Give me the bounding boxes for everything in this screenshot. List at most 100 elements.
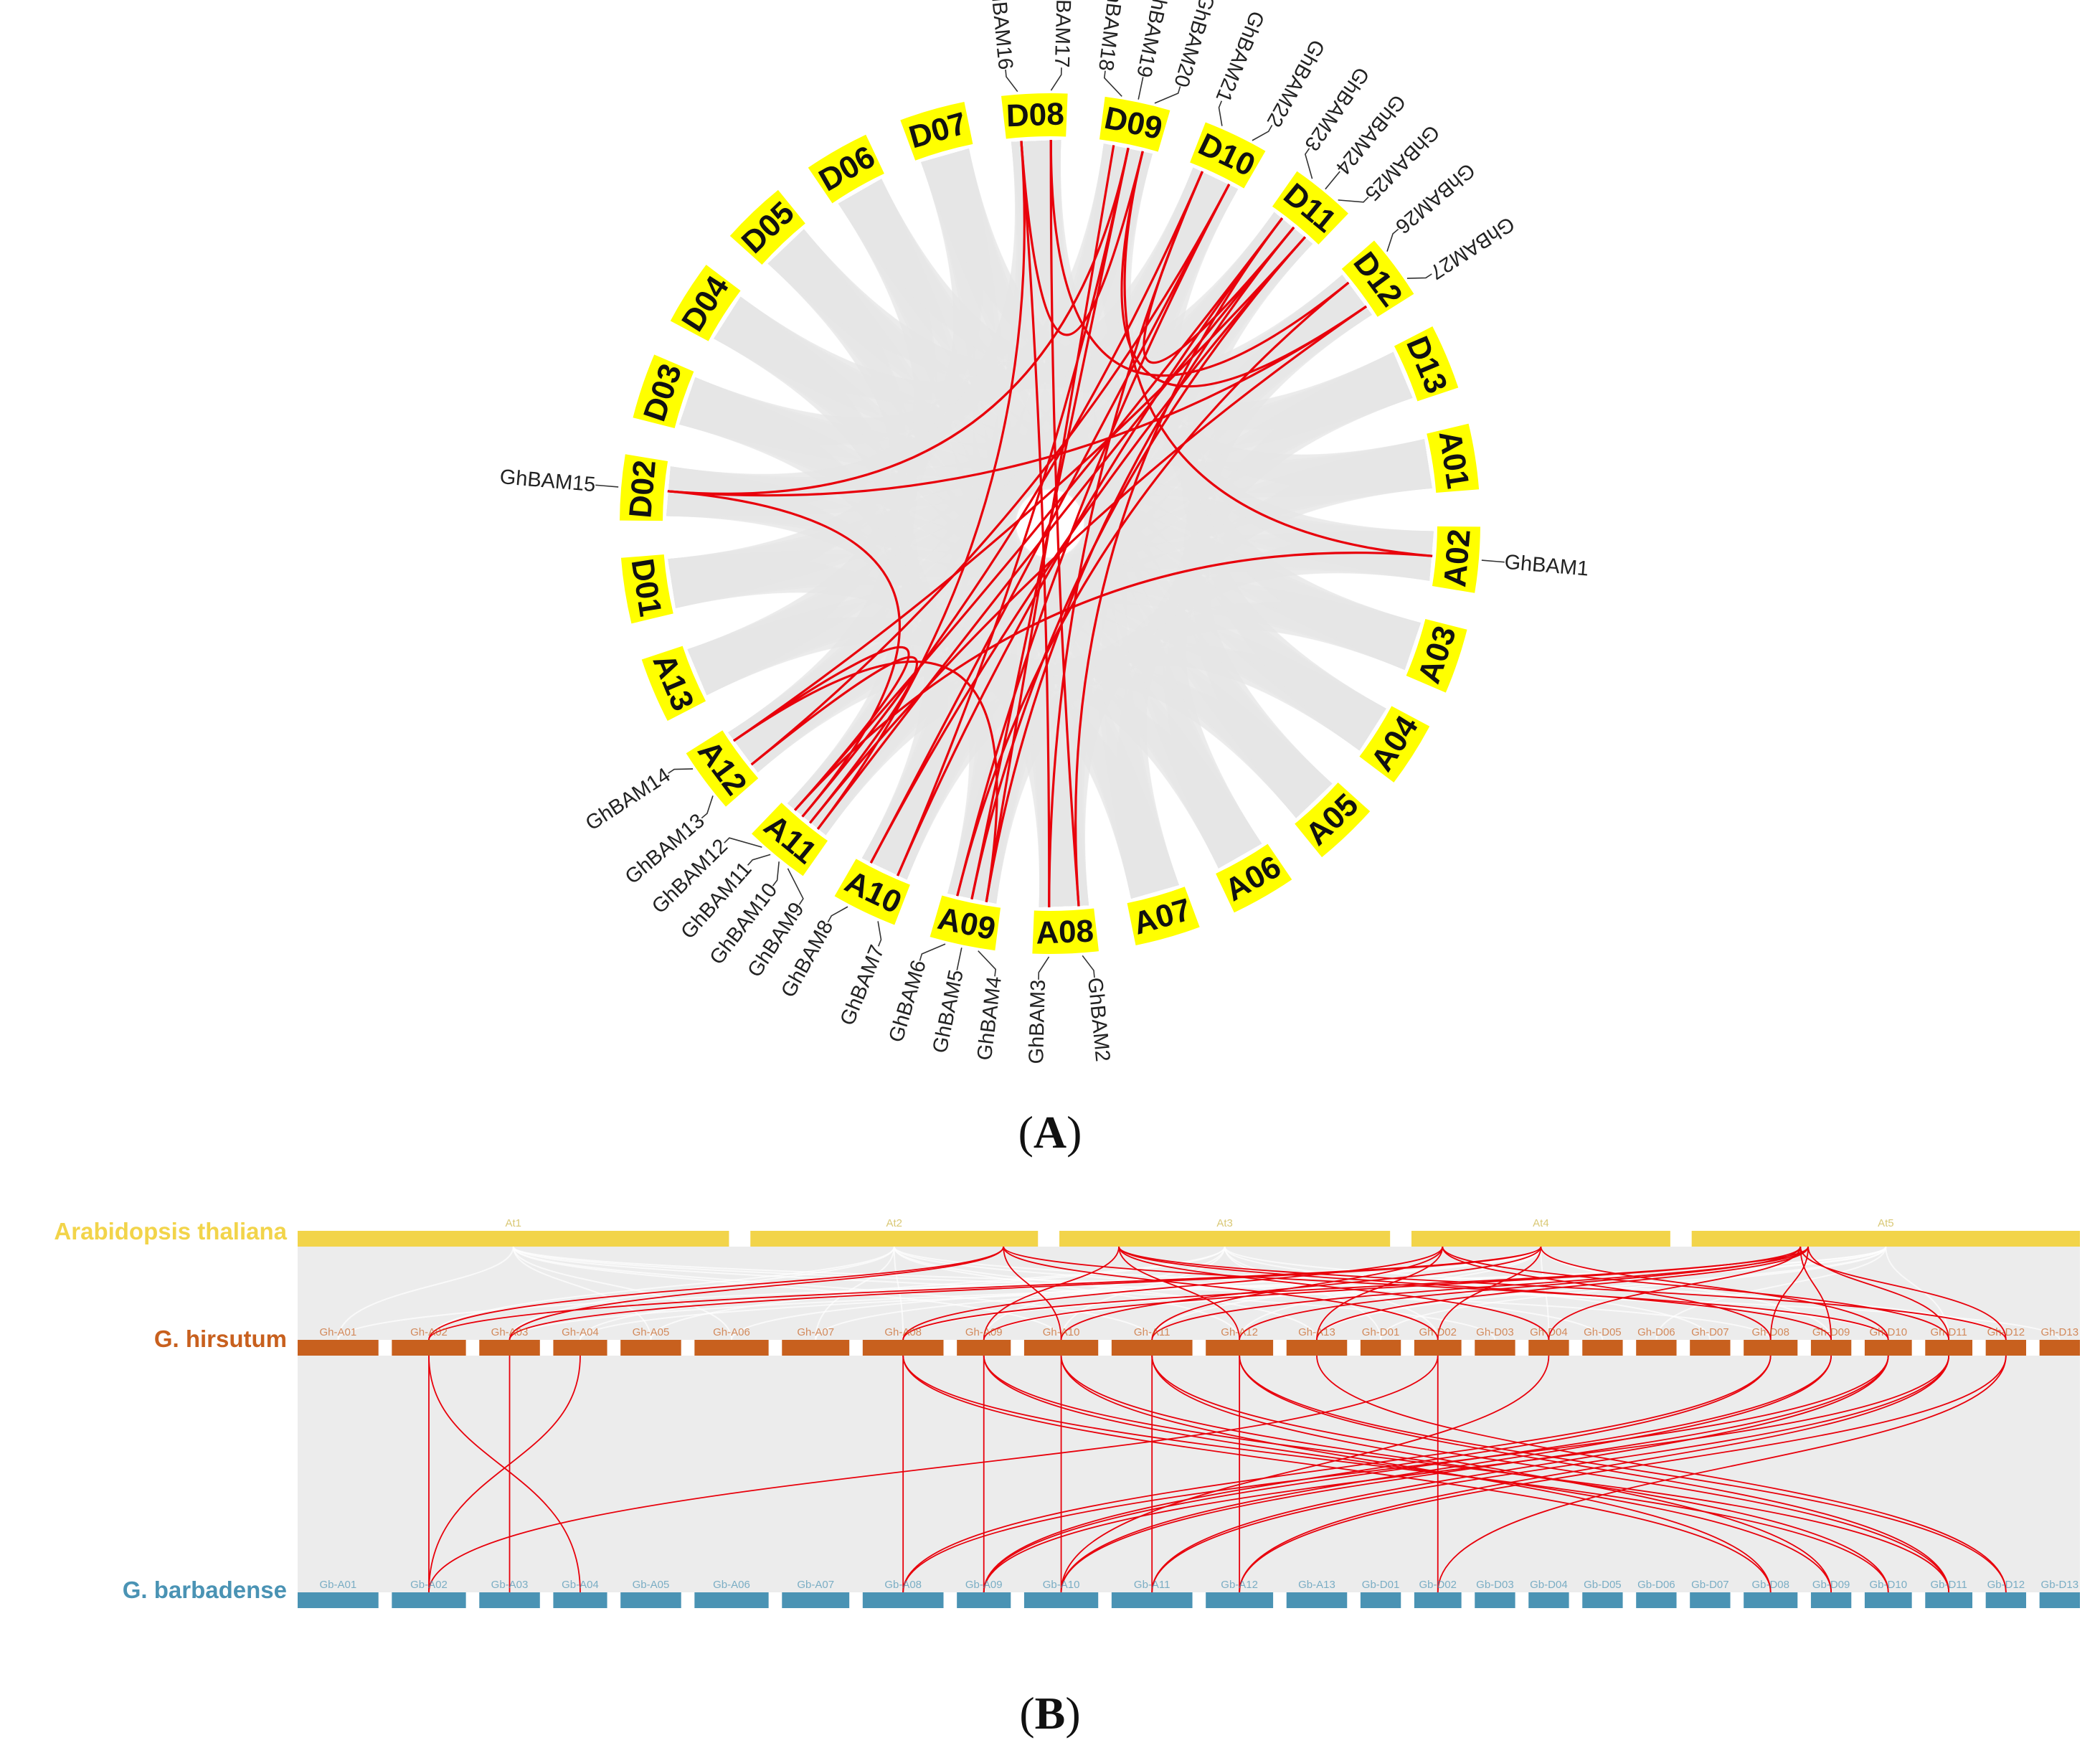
gene-label-ghbam3: GhBAM3 [1025,979,1050,1064]
at-gh-link [1118,1246,1550,1341]
gh-gb-link [902,1355,1889,1593]
gene-leader-line [1305,148,1313,179]
collinear-link [970,236,1306,900]
collinear-link [1143,171,1295,364]
gh-chr-label: Gh-A08 [884,1326,922,1338]
collinear-link [1049,139,1350,377]
gh-chr-gh-a11 [1111,1340,1193,1356]
gb-chr-label: Gb-A08 [884,1579,922,1591]
gb-chr-gb-d04 [1528,1592,1569,1608]
gene-leader-line [1325,171,1340,190]
gb-chr-label: Gb-D09 [1812,1579,1850,1591]
gene-leader-line [1038,956,1050,980]
gh-chr-label: Gh-D05 [1584,1326,1622,1338]
chromosome-block-a07 [1127,887,1200,945]
at-gh-link [1151,1246,1809,1341]
gh-chr-gh-d12 [1985,1340,2027,1356]
background-ribbon [838,179,1372,397]
collinear-link [750,184,1231,766]
chromosome-block-d06 [808,134,884,204]
species-label-hirsutum: G. hirsutum [154,1326,287,1352]
gh-chr-label: Gh-D13 [2041,1326,2079,1338]
chromosome-block-d13 [1394,326,1459,402]
at-chr-label: At5 [1878,1217,1894,1229]
synteny-bam-links [428,1246,2007,1593]
collinear-link [869,184,1231,864]
collinear-link [809,305,1367,824]
chromosome-block-a03 [1406,619,1467,693]
gh-chr-label: Gh-A12 [1221,1326,1258,1338]
background-ribbon [714,167,1239,405]
gh-chr-gh-d05 [1582,1340,1623,1356]
gb-chr-gb-a02 [392,1592,466,1608]
background-syntenic-line [983,1246,1226,1341]
gh-chr-label: Gh-A09 [965,1326,1003,1338]
gene-leader-line [787,868,804,905]
gh-chr-gh-d04 [1528,1340,1569,1356]
gh-chr-gh-a01 [298,1340,379,1356]
gh-chr-gh-d01 [1360,1340,1401,1356]
gh-chr-gh-d13 [2039,1340,2080,1356]
circos-collinear-links [667,139,1433,908]
gene-label-ghbam17: GhBAM17 [1050,0,1075,68]
gb-chr-label: Gb-A10 [1043,1579,1080,1591]
gene-leader-line [724,837,762,848]
at-chr-label: At3 [1216,1217,1233,1229]
at-gh-link [902,1246,1444,1341]
chromosome-block-d10 [1190,122,1266,189]
chromosome-block-d12 [1341,240,1414,317]
gene-leader-line [1481,559,1505,563]
collinear-link [794,552,1433,811]
gh-gb-link [1151,1355,1889,1593]
background-syntenic-line [509,1246,1887,1341]
collinear-link [1049,139,1080,907]
gb-chr-gb-a08 [862,1592,944,1608]
background-syntenic-line [1316,1246,1887,1341]
species-label-barbadense: G. barbadense [123,1577,287,1603]
chromosome-block-a13 [641,646,706,721]
gh-chr-label: Gh-D11 [1930,1326,1967,1338]
at-gh-link [509,1246,1542,1341]
collinear-link [667,147,1130,495]
background-syntenic-line [427,1246,895,1341]
gb-chr-gb-a10 [1023,1592,1099,1608]
gb-chr-label: Gb-A05 [633,1579,670,1591]
gh-chr-gh-a10 [1023,1340,1099,1356]
gh-chr-label: Gh-A07 [797,1326,834,1338]
gb-chr-label: Gb-D12 [1987,1579,2025,1591]
at-gh-link [1442,1246,1950,1341]
collinear-link [869,236,1306,864]
panel-a-circos: A01A02A03A04A05A06A07A08A09A10A11A12A13D… [499,0,1590,1064]
gb-chr-gb-a07 [782,1592,850,1608]
gb-chr-gb-a09 [957,1592,1011,1608]
gb-chr-label: Gb-D13 [2041,1579,2079,1591]
gene-leader-line [1050,67,1062,91]
collinear-link [1120,151,1367,388]
gb-chr-gb-a05 [620,1592,681,1608]
chromosome-block-d02 [620,454,668,521]
chromosome-block-d01 [620,554,673,624]
chromosome-block-a05 [1295,783,1371,858]
at-chr-label: At2 [886,1217,903,1229]
background-syntenic-line [579,1246,1226,1341]
gene-leader-line [668,768,694,774]
gene-label-ghbam2: GhBAM2 [1083,976,1114,1062]
at-chr-at3 [1059,1231,1391,1247]
background-ribbon [687,179,937,696]
gb-chr-gb-d08 [1744,1592,1798,1608]
gene-leader-line [701,795,714,819]
gh-chr-label: Gh-A06 [713,1326,750,1338]
collinear-link [1074,217,1284,907]
gene-leader-line [1338,197,1369,203]
chromosome-block-d03 [633,354,694,428]
gh-chr-label: Gh-A02 [410,1326,448,1338]
collinear-link [733,660,998,902]
background-ribbon [921,148,1413,430]
gene-leader-line [956,948,962,970]
synteny-chromosome-tracks: At1 At2 At3 At4 At5 Gh-A01 Gh-A02 Gh-A03 Gh-A04 G… [298,1217,2080,1608]
at-gh-link [1442,1246,1772,1341]
at-gh-link [1316,1246,1444,1341]
chromosome-block-a09 [930,895,1001,951]
gh-chr-label: Gh-A10 [1043,1326,1080,1338]
gene-label-ghbam15: GhBAM15 [499,466,597,496]
